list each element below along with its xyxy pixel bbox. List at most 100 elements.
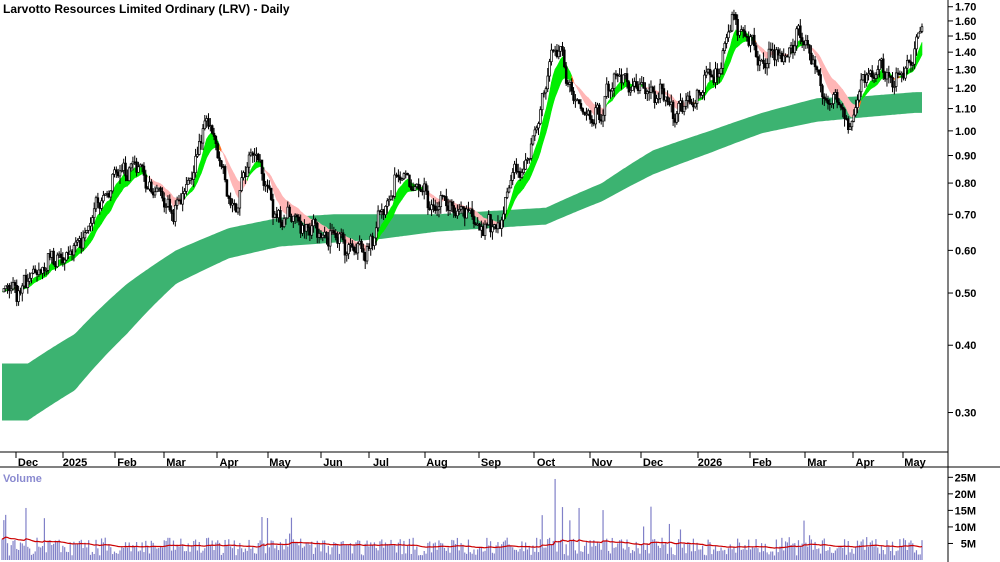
candle-body	[375, 227, 378, 239]
candle-body	[245, 166, 249, 178]
chart-title: Larvotto Resources Limited Ordinary (LRV…	[3, 2, 290, 16]
candle-body	[8, 285, 11, 292]
candle-body	[577, 99, 581, 104]
candle-body	[657, 97, 660, 100]
candle-body	[282, 217, 286, 227]
candle-body	[314, 218, 317, 224]
candle-body	[810, 52, 813, 65]
candle-body	[111, 173, 114, 192]
candle-body	[140, 164, 144, 167]
candle-body	[402, 173, 406, 180]
x-tick-label: Apr	[856, 457, 876, 469]
candle-body	[612, 73, 616, 89]
candle-body	[535, 127, 538, 131]
candle-body	[413, 186, 417, 191]
candle-body	[207, 118, 210, 127]
candle-body	[708, 68, 712, 76]
candle-body	[408, 174, 411, 187]
candle-body	[470, 208, 474, 217]
candle-body	[904, 67, 907, 79]
candle-body	[489, 214, 492, 233]
candle-body	[198, 141, 201, 155]
candle-body	[719, 68, 723, 74]
candle-body	[515, 163, 518, 172]
candle-body	[96, 197, 100, 204]
candle-body	[72, 245, 76, 256]
candle-body	[33, 268, 37, 273]
candle-body	[262, 173, 266, 186]
candle-body	[247, 154, 251, 168]
candle-body	[194, 155, 197, 174]
candle-body	[430, 204, 433, 210]
candle-body	[9, 288, 13, 292]
candle-body	[557, 50, 561, 58]
candle-body	[675, 113, 679, 123]
candle-body	[795, 28, 798, 47]
price-tick-label: 1.60	[955, 16, 976, 28]
candle-body	[703, 74, 706, 93]
candle-body	[808, 44, 811, 54]
candle-body	[813, 59, 817, 68]
candle-body	[563, 49, 566, 68]
candle-body	[817, 69, 821, 75]
candle-body	[907, 60, 911, 63]
x-tick-label: Dec	[18, 457, 38, 469]
candle-body	[601, 114, 605, 122]
candle-body	[2, 288, 6, 293]
price-tick-label: 1.10	[955, 104, 976, 116]
candle-body	[328, 230, 332, 247]
candle-body	[765, 63, 769, 69]
candle-body	[741, 29, 745, 32]
candle-body	[389, 195, 393, 200]
candle-body	[63, 259, 66, 264]
candle-body	[662, 88, 666, 101]
candle-body	[419, 188, 422, 192]
candle-body	[520, 172, 524, 178]
candle-body	[142, 165, 146, 176]
candle-body	[546, 75, 549, 90]
candle-body	[837, 101, 841, 106]
x-tick-label: Mar	[807, 457, 827, 469]
candle-body	[874, 74, 878, 79]
volume-tick-label: 20M	[955, 489, 976, 501]
candle-body	[59, 253, 63, 258]
candle-body	[550, 49, 553, 63]
candle-body	[153, 191, 157, 196]
candle-body	[362, 248, 365, 253]
price-tick-label: 0.30	[955, 408, 976, 420]
candle-body	[28, 277, 31, 282]
candle-body	[212, 132, 216, 137]
candle-body	[334, 232, 337, 238]
candle-body	[651, 86, 655, 92]
short-term-band-segment	[919, 42, 923, 59]
candle-body	[321, 234, 325, 238]
candle-body	[384, 206, 387, 216]
candle-body	[292, 215, 295, 222]
candle-body	[288, 206, 291, 218]
x-tick-label: Feb	[752, 457, 772, 469]
candle-body	[269, 187, 273, 200]
candle-body	[227, 195, 231, 199]
candle-body	[544, 88, 548, 94]
candle-body	[94, 197, 98, 210]
candle-body	[373, 237, 376, 246]
candle-body	[238, 190, 242, 209]
x-tick-label: Dec	[643, 457, 663, 469]
candle-body	[856, 99, 859, 108]
candle-body	[316, 222, 319, 238]
candle-body	[625, 73, 629, 83]
candle-body	[144, 174, 148, 189]
candle-body	[736, 19, 739, 36]
candle-body	[572, 90, 575, 101]
candle-body	[891, 76, 894, 88]
price-panel	[1, 9, 924, 421]
candle-body	[203, 120, 207, 130]
candle-body	[229, 198, 232, 206]
candle-body	[767, 48, 771, 64]
candle-body	[115, 169, 118, 173]
candle-body	[159, 187, 162, 192]
candle-body	[638, 83, 642, 91]
candle-body	[435, 209, 439, 211]
candle-body	[44, 269, 48, 272]
